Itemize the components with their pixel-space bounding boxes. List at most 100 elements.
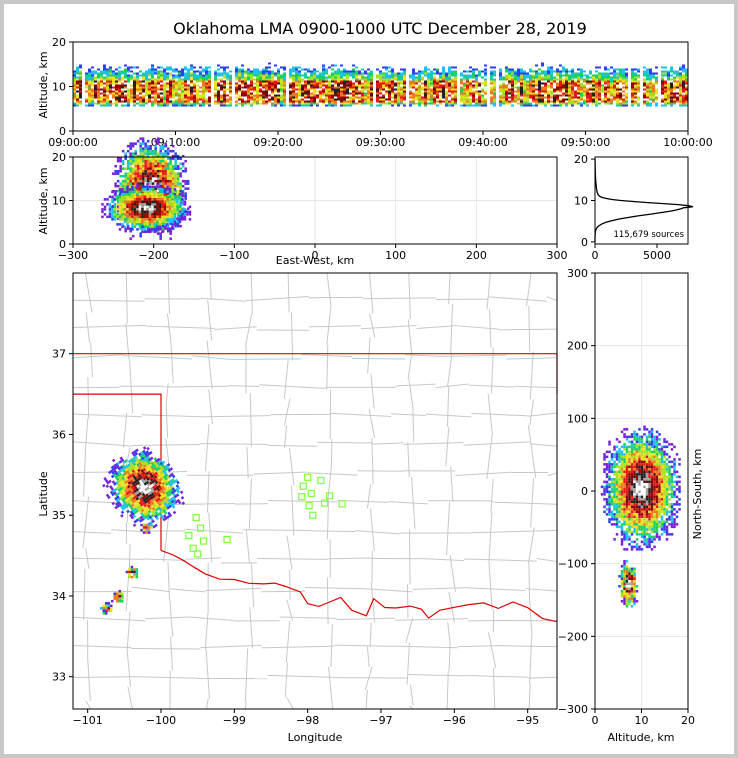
density-cell [253, 94, 256, 97]
density-cell [331, 84, 334, 87]
county-line [246, 446, 249, 479]
density-cell [454, 102, 457, 105]
density-cell [643, 88, 646, 91]
density-cell [403, 96, 406, 99]
density-cell [427, 80, 430, 83]
density-cell [103, 94, 106, 97]
density-cell [131, 469, 136, 473]
density-cell [466, 80, 469, 83]
density-cell [178, 94, 181, 97]
density-cell [173, 218, 177, 221]
density-cell [196, 76, 199, 79]
density-cell [143, 482, 148, 486]
density-cell [159, 169, 162, 173]
density-cell [160, 80, 163, 83]
density-cell [559, 102, 562, 105]
density-cell [250, 102, 253, 105]
density-cell [88, 96, 91, 99]
density-cell [223, 100, 226, 103]
density-cell [280, 104, 283, 107]
density-cell [607, 86, 610, 89]
density-cell [112, 86, 115, 89]
density-cell [164, 159, 167, 163]
density-cell [163, 225, 167, 229]
density-cell [124, 98, 127, 101]
density-cell [166, 167, 170, 170]
density-cell [141, 200, 144, 204]
density-cell [126, 162, 130, 165]
density-cell [568, 88, 571, 91]
density-cell [199, 78, 202, 81]
density-cell [448, 70, 451, 73]
density-cell [550, 74, 553, 77]
density-cell [571, 72, 574, 75]
density-cell [166, 72, 169, 75]
density-cell [175, 86, 178, 89]
county-line [464, 587, 526, 591]
density-cell [116, 491, 121, 496]
density-cell [316, 90, 319, 93]
density-cell [135, 470, 139, 474]
density-cell [161, 220, 164, 224]
density-cell [166, 203, 169, 206]
density-cell [169, 96, 172, 99]
density-cell [196, 84, 199, 87]
density-cell [124, 72, 127, 75]
density-cell [442, 94, 445, 97]
density-cell [124, 64, 127, 67]
density-cell [574, 90, 577, 93]
density-cell [274, 84, 277, 87]
density-cell [138, 225, 142, 229]
density-cell [331, 104, 334, 107]
density-cell [199, 74, 202, 77]
density-cell [301, 68, 304, 71]
density-cell [559, 84, 562, 87]
density-cell [598, 66, 601, 69]
density-cell [685, 96, 688, 99]
density-cell [73, 88, 76, 91]
density-cell [292, 68, 295, 71]
density-cell [247, 100, 250, 103]
density-cell [103, 70, 106, 73]
density-cell [241, 76, 244, 79]
density-cell [166, 147, 170, 150]
density-cell [370, 76, 373, 79]
density-cell [181, 68, 184, 71]
density-cell [259, 78, 262, 81]
density-cell [156, 187, 160, 190]
density-cell [103, 88, 106, 91]
density-cell [511, 98, 514, 101]
density-cell [139, 86, 142, 89]
density-cell [139, 80, 142, 83]
density-cell [123, 195, 127, 199]
county-line [267, 499, 338, 503]
density-cell [161, 218, 164, 221]
density-cell [586, 74, 589, 77]
density-cell [352, 74, 355, 77]
county-line [330, 438, 333, 467]
density-cell [190, 92, 193, 95]
density-cell [147, 500, 152, 505]
density-cell [307, 80, 310, 83]
density-cell [283, 84, 286, 87]
density-cell [364, 102, 367, 105]
county-line [514, 385, 558, 389]
density-cell [304, 88, 307, 91]
density-cell [259, 82, 262, 85]
density-cell [166, 66, 169, 69]
density-cell [484, 98, 487, 101]
density-cell [223, 68, 226, 71]
density-cell [247, 102, 250, 105]
density-cell [156, 164, 160, 168]
density-cell [262, 92, 265, 95]
density-cell [310, 98, 313, 101]
density-cell [114, 169, 117, 173]
density-cell [541, 76, 544, 79]
density-cell [113, 469, 118, 474]
density-cell [328, 100, 331, 103]
county-line [186, 616, 234, 621]
density-cell [283, 76, 286, 79]
county-line [284, 662, 289, 698]
density-cell [568, 78, 571, 81]
density-cell [322, 64, 325, 67]
